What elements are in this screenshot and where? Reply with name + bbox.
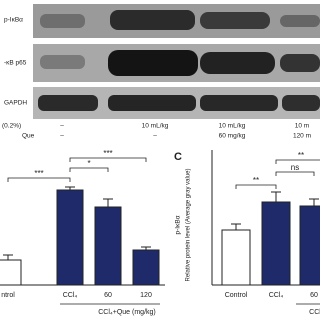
band (282, 95, 320, 111)
blot-column-label: 120 m (293, 133, 311, 140)
significance-label: ** (253, 176, 259, 185)
significance-label: *** (34, 169, 43, 178)
significance-bracket (69, 157, 147, 162)
x-tick-label: CCl₄ (63, 292, 78, 299)
bar (261, 201, 291, 286)
blot-column-label: – (60, 133, 64, 140)
bar (94, 206, 122, 286)
panel-label: C (174, 151, 182, 163)
y-axis-label: Relative protein level (Average gray val… (186, 169, 192, 282)
band (280, 15, 320, 27)
x-tick-label: 60 (310, 292, 318, 299)
blot-column-label: 10 mL/kg (142, 123, 169, 130)
blot-column-label: 10 mL/kg (219, 123, 246, 130)
group-label: CCl (309, 309, 320, 316)
blot-row-label: p-IκBα (4, 17, 23, 24)
bar (299, 205, 320, 286)
bar (56, 189, 84, 286)
x-tick-label: 60 (104, 292, 112, 299)
band (200, 52, 275, 74)
band (200, 12, 270, 29)
blot (33, 4, 320, 119)
significance-label: ns (291, 163, 299, 172)
band (280, 54, 320, 72)
band (40, 14, 85, 28)
significance-label: * (87, 159, 90, 168)
band (40, 55, 85, 69)
x-tick-label: 120 (140, 292, 152, 299)
blot-column-label: – (60, 123, 64, 130)
significance-bracket (235, 184, 277, 189)
treatment-label: Que (22, 133, 35, 140)
bar (0, 259, 22, 286)
significance-bracket (69, 167, 109, 172)
band (200, 95, 278, 111)
x-tick-label: ntrol (1, 292, 15, 299)
significance-label: *** (103, 149, 112, 158)
blot-column-label: – (153, 133, 157, 140)
bar (132, 249, 160, 286)
blot-row-label: GAPDH (4, 100, 27, 107)
significance-bracket (275, 171, 315, 176)
x-tick-label: CCl₄ (269, 292, 284, 299)
blot-column-label: 10 m (295, 123, 309, 130)
treatment-label: (0.2%) (2, 123, 21, 130)
y-axis-label: p-IκBα (175, 215, 182, 234)
blot-column-label: 60 mg/kg (219, 133, 246, 140)
x-tick-label: Control (225, 292, 248, 299)
significance-bracket (275, 159, 320, 164)
bar (221, 229, 251, 286)
group-label: CCl₄+Que (mg/kg) (98, 309, 156, 316)
band (108, 50, 198, 76)
significance-label: ** (298, 151, 304, 160)
band (38, 95, 98, 111)
band (108, 95, 196, 111)
band (110, 10, 195, 30)
blot-row-label: -κB p65 (4, 60, 27, 67)
significance-bracket (7, 177, 71, 182)
